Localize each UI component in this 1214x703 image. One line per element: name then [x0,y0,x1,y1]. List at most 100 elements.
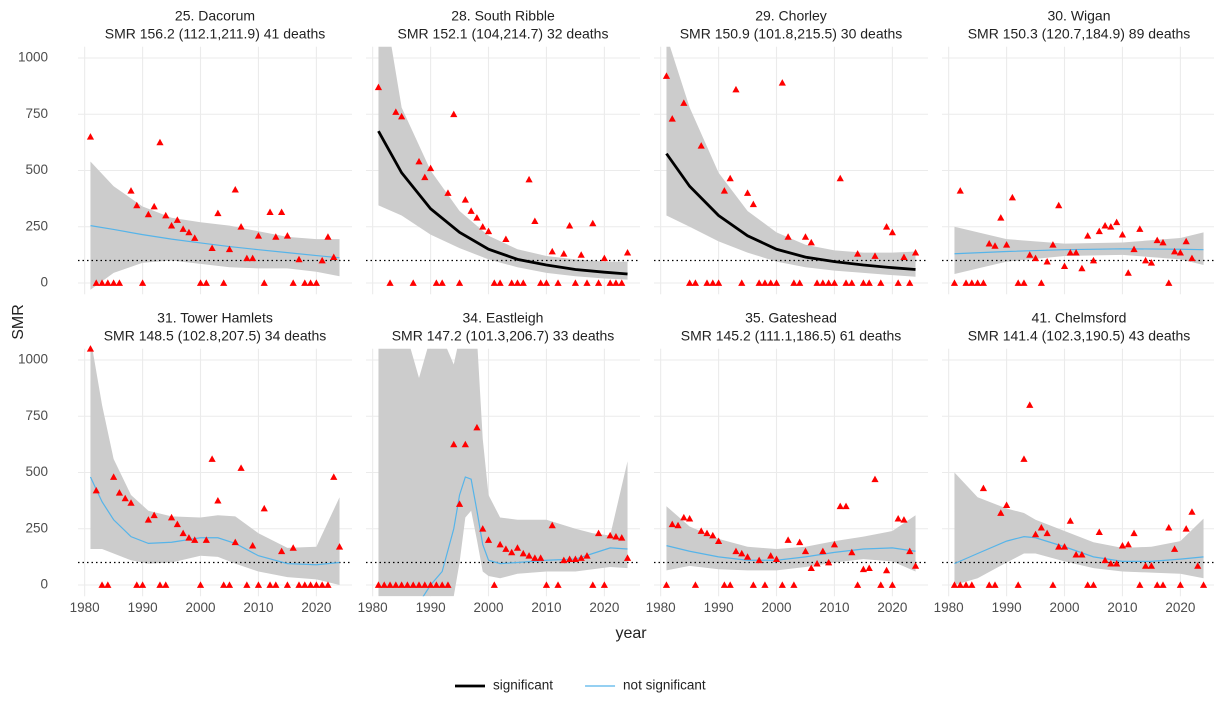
data-point [324,581,332,588]
data-point [1188,508,1196,515]
data-point [882,566,891,574]
data-point [807,564,815,572]
data-point [1194,562,1202,569]
data-point [842,279,850,286]
data-point [243,254,251,262]
data-point [767,552,775,559]
data-point [1130,245,1138,253]
data-point [686,279,694,286]
data-point [720,187,728,194]
data-point [830,279,839,286]
data-point [662,581,671,588]
data-point [295,581,303,588]
data-point [738,279,746,286]
data-point [191,234,199,241]
data-point [894,279,902,286]
data-point [110,473,118,480]
data-point [1107,560,1115,567]
data-point [1124,540,1132,548]
data-point [566,222,574,229]
data-point [1095,227,1103,235]
data-point [426,164,435,172]
data-point [796,279,804,286]
data-point [104,279,112,286]
plot-area [654,506,928,572]
x-tick-label: 1980 [646,600,676,615]
data-point [882,223,891,230]
data-point [150,511,158,519]
data-point [1078,264,1086,272]
data-point [1107,223,1115,230]
y-tick-label: 0 [40,275,48,290]
data-point [1153,236,1161,244]
data-point [1089,581,1098,588]
data-point [473,214,481,221]
x-tick-label: 1990 [416,600,446,615]
data-point [560,250,568,257]
data-point [813,560,821,567]
data-point [1020,455,1028,462]
data-point [266,208,274,216]
data-point [778,79,786,86]
x-tick-label: 2010 [1107,600,1137,615]
x-tick-label: 1980 [934,600,964,615]
data-point [260,504,268,512]
data-point [743,553,752,560]
data-point [278,547,286,555]
data-point [612,279,620,286]
data-point [421,173,429,181]
panel-title: 31. Tower Hamlets [157,309,273,325]
x-tick-label: 2020 [301,600,331,615]
data-point [1188,254,1196,262]
data-point [830,540,839,548]
data-point [502,235,510,243]
data-point [956,581,964,588]
data-point [1066,517,1074,524]
x-tick-label: 2010 [531,600,561,615]
data-point [115,279,124,286]
data-point [295,255,303,263]
confidence-ribbon [90,161,340,290]
data-point [801,233,810,240]
data-point [686,515,694,522]
data-point [312,581,320,588]
x-tick-label: 1990 [128,600,158,615]
data-point [968,581,976,588]
data-point [772,555,781,563]
data-point [479,525,487,532]
panel-subtitle: SMR 152.1 (104,214.7) 32 deaths [398,25,609,41]
data-point [438,581,446,588]
data-point [479,223,487,230]
data-point [519,549,527,557]
data-point [836,174,844,182]
data-point [415,157,423,165]
data-point [1014,279,1022,286]
data-point [1049,241,1057,248]
data-point [761,279,769,286]
data-point [871,252,879,259]
y-tick-label: 500 [25,464,48,479]
data-point [594,529,603,537]
data-point [461,440,469,448]
data-point [144,210,152,218]
data-point [612,533,620,540]
panel-title: 28. South Ribble [451,7,555,23]
data-point [1170,247,1179,255]
data-point [455,500,464,507]
data-point [697,527,705,534]
data-point [138,279,147,286]
confidence-ribbon [954,226,1204,274]
confidence-ribbon [378,46,628,280]
data-point [208,244,216,252]
data-point [249,254,257,262]
data-point [450,440,458,448]
data-point [1165,524,1173,531]
data-point [467,207,475,214]
data-point [1089,256,1098,264]
data-point [301,279,309,286]
data-point [714,279,723,286]
panel-subtitle: SMR 147.2 (101.3,206.7) 33 deaths [392,327,615,343]
data-point [432,279,440,286]
data-point [490,279,498,286]
